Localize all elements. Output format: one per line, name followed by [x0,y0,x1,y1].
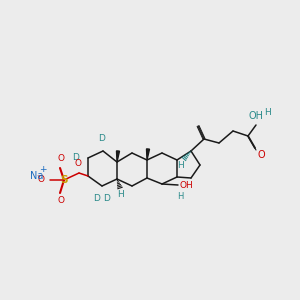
Text: OH: OH [179,181,193,190]
Text: O: O [37,176,44,184]
Text: O: O [257,150,265,160]
Text: D: D [99,134,105,143]
Text: ⁻: ⁻ [36,172,40,182]
Text: S: S [60,175,68,185]
Polygon shape [146,149,149,160]
Text: O: O [58,196,64,205]
Text: OH: OH [248,111,263,121]
Text: H: H [178,161,184,170]
Text: +: + [39,166,47,175]
Polygon shape [116,151,119,162]
Text: D: D [94,194,100,203]
Text: D: D [103,194,110,203]
Text: Na: Na [30,171,43,181]
Text: O: O [74,159,82,168]
Text: H: H [177,192,183,201]
Text: O: O [58,154,64,163]
Text: D: D [72,152,79,161]
Text: H: H [117,190,123,199]
Text: H: H [264,108,271,117]
